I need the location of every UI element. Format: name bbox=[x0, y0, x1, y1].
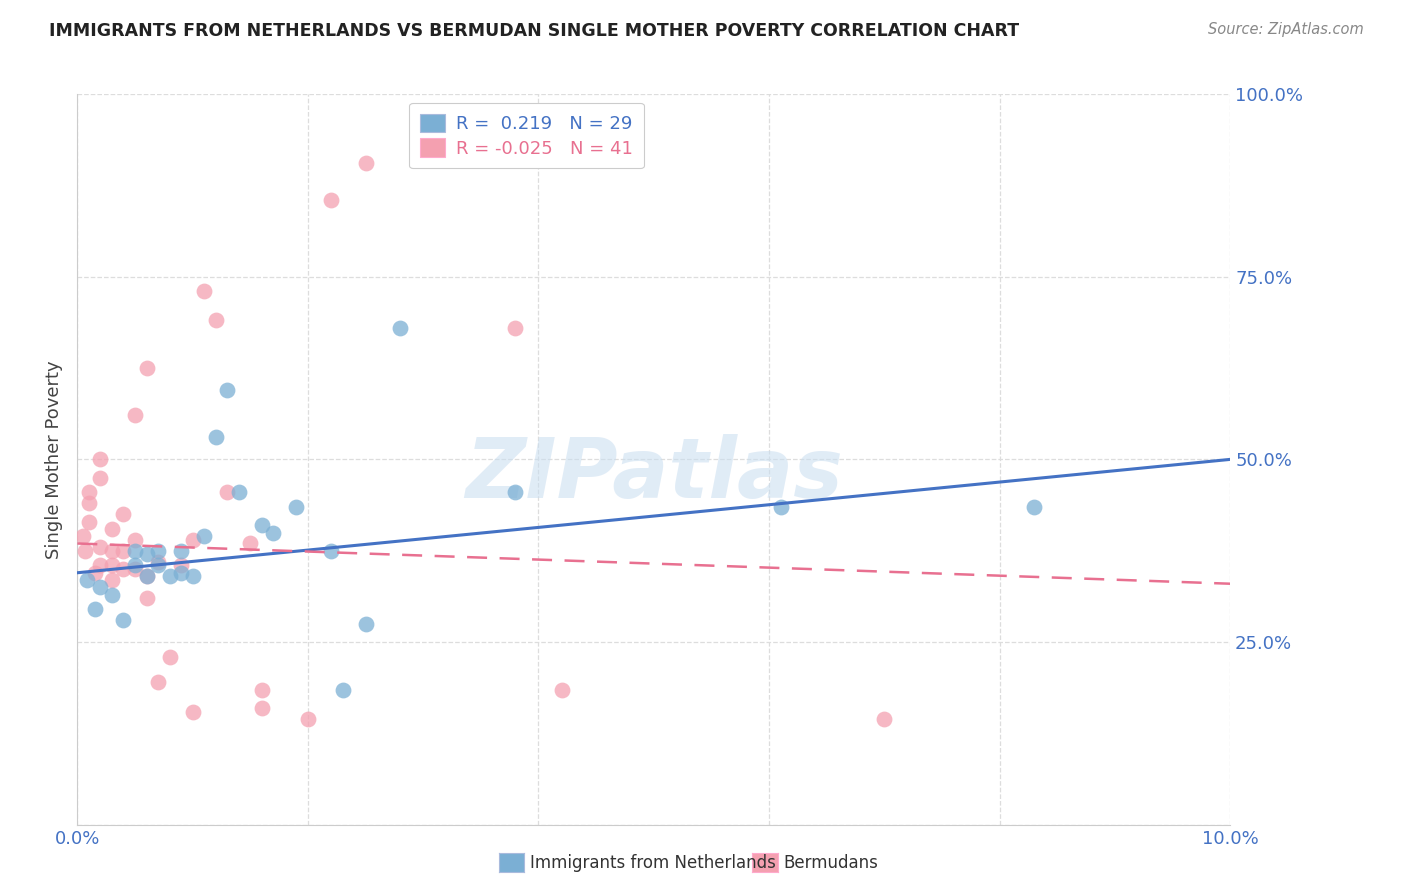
Point bbox=[124, 558, 146, 573]
Point bbox=[146, 675, 169, 690]
Point bbox=[101, 543, 124, 558]
Point bbox=[101, 573, 124, 587]
Point bbox=[170, 558, 193, 573]
Point bbox=[228, 485, 250, 500]
Point bbox=[112, 507, 135, 521]
Point bbox=[83, 602, 105, 616]
Point bbox=[170, 566, 193, 580]
Point bbox=[135, 548, 157, 562]
Point bbox=[354, 156, 377, 170]
Point bbox=[217, 383, 239, 397]
Point bbox=[239, 536, 262, 550]
Point bbox=[76, 573, 98, 587]
Point bbox=[159, 569, 181, 583]
Point bbox=[101, 522, 124, 536]
Point bbox=[89, 558, 111, 573]
Point bbox=[332, 682, 354, 697]
Point bbox=[193, 284, 215, 298]
Point bbox=[262, 525, 284, 540]
Point bbox=[319, 543, 342, 558]
Legend: R =  0.219   N = 29, R = -0.025   N = 41: R = 0.219 N = 29, R = -0.025 N = 41 bbox=[409, 103, 644, 169]
Point bbox=[250, 518, 273, 533]
Point bbox=[159, 649, 181, 664]
Point bbox=[297, 712, 319, 726]
Point bbox=[112, 613, 135, 627]
Y-axis label: Single Mother Poverty: Single Mother Poverty bbox=[45, 360, 63, 558]
Point bbox=[124, 562, 146, 576]
Point bbox=[319, 193, 342, 207]
Point bbox=[505, 320, 527, 334]
Point bbox=[181, 569, 204, 583]
Point bbox=[77, 515, 100, 529]
Point bbox=[135, 569, 157, 583]
Point bbox=[354, 617, 377, 632]
Point bbox=[124, 533, 146, 547]
Point bbox=[124, 543, 146, 558]
Point bbox=[112, 543, 135, 558]
Point bbox=[146, 555, 169, 569]
Point bbox=[77, 485, 100, 500]
Point bbox=[135, 569, 157, 583]
Point bbox=[181, 705, 204, 719]
Point bbox=[83, 566, 105, 580]
Point bbox=[89, 471, 111, 485]
Point bbox=[89, 452, 111, 467]
Point bbox=[204, 430, 226, 444]
Point bbox=[550, 682, 572, 697]
Point bbox=[112, 562, 135, 576]
Point bbox=[75, 543, 97, 558]
Point bbox=[77, 496, 100, 510]
Point bbox=[89, 540, 111, 554]
Text: IMMIGRANTS FROM NETHERLANDS VS BERMUDAN SINGLE MOTHER POVERTY CORRELATION CHART: IMMIGRANTS FROM NETHERLANDS VS BERMUDAN … bbox=[49, 22, 1019, 40]
Point bbox=[72, 529, 94, 543]
Point bbox=[250, 682, 273, 697]
Text: Immigrants from Netherlands: Immigrants from Netherlands bbox=[530, 854, 776, 871]
Point bbox=[146, 558, 169, 573]
Point bbox=[193, 529, 215, 543]
Text: ZIPatlas: ZIPatlas bbox=[465, 434, 842, 515]
Point bbox=[505, 485, 527, 500]
Text: Bermudans: Bermudans bbox=[783, 854, 877, 871]
Point bbox=[873, 712, 896, 726]
Point bbox=[101, 558, 124, 573]
Point bbox=[285, 500, 308, 514]
Point bbox=[769, 500, 792, 514]
Point bbox=[217, 485, 239, 500]
Point bbox=[135, 361, 157, 376]
Point bbox=[89, 581, 111, 595]
Point bbox=[1024, 500, 1046, 514]
Point bbox=[146, 543, 169, 558]
Text: Source: ZipAtlas.com: Source: ZipAtlas.com bbox=[1208, 22, 1364, 37]
Point bbox=[170, 543, 193, 558]
Point bbox=[135, 591, 157, 606]
Point bbox=[101, 588, 124, 602]
Point bbox=[389, 320, 412, 334]
Point bbox=[124, 409, 146, 423]
Point bbox=[181, 533, 204, 547]
Point bbox=[250, 701, 273, 715]
Point bbox=[204, 313, 226, 327]
